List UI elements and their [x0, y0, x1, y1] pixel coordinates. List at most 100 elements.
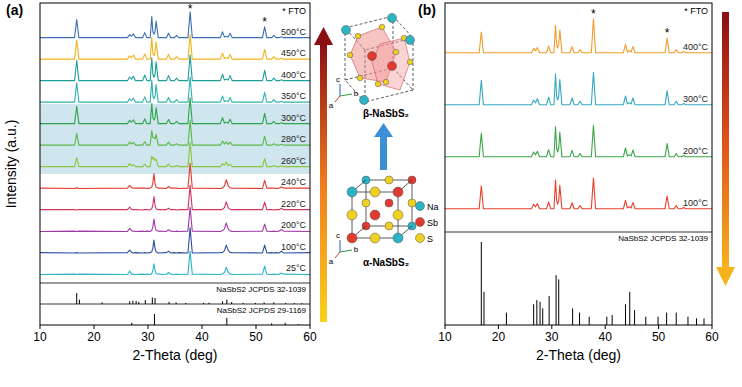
x-tick: [94, 325, 95, 329]
x-tick-label: 60: [705, 330, 719, 344]
trace-label: 400°C: [281, 70, 307, 80]
highlight-band: [40, 104, 310, 174]
panel-label: (b): [418, 2, 436, 18]
trace-label: 280°C: [281, 134, 307, 144]
reference-stick: [606, 317, 607, 325]
annotation-legend: * FTO: [282, 6, 306, 16]
reference-stick: [222, 301, 223, 304]
trace-label: 25°C: [286, 263, 307, 273]
reference-stick: [76, 293, 77, 304]
reference-stick: [676, 313, 677, 325]
reference-stick: [572, 308, 573, 325]
reference-stick: [145, 300, 146, 304]
trace-label: 100°C: [281, 242, 307, 252]
atom: [383, 79, 389, 85]
reference-stick: [154, 314, 155, 325]
atom: [355, 33, 361, 39]
atom: [385, 199, 393, 207]
reference-stick: [629, 292, 630, 325]
trace-label: 350°C: [281, 91, 307, 101]
reference-stick: [542, 308, 543, 325]
xrd-trace: [40, 185, 310, 210]
xrd-trace: [445, 125, 712, 157]
temperature-arrow: [722, 12, 729, 268]
reference-stick: [612, 315, 613, 325]
temperature-arrow-head: [314, 27, 333, 45]
x-tick: [551, 325, 552, 329]
axis-label: a: [329, 257, 334, 266]
atom: [379, 24, 385, 30]
legend-label: Na: [427, 202, 439, 212]
atom: [393, 233, 403, 243]
annotation-marker: *: [188, 2, 193, 16]
x-axis-label: 2-Theta (deg): [133, 347, 218, 363]
cell-edge: [413, 38, 414, 90]
reference-stick: [536, 300, 537, 325]
annotation-marker: *: [591, 7, 596, 21]
atom: [388, 62, 397, 71]
x-tick-label: 30: [545, 330, 559, 344]
reference-stick: [132, 301, 133, 304]
reference-stick: [152, 297, 153, 304]
x-tick: [658, 325, 659, 329]
annotation-legend: * FTO: [684, 6, 708, 16]
reference-stick: [129, 301, 130, 304]
trace-label: 300°C: [281, 113, 307, 123]
reference-label: NaSbS2 JCPDS 29-1169: [217, 306, 307, 315]
reference-stick: [666, 313, 667, 325]
atom: [385, 222, 393, 230]
reference-stick: [226, 318, 227, 325]
figure: 25°C100°C200°C220°C240°C260°C280°C300°C3…: [0, 0, 742, 387]
x-tick-label: 30: [141, 330, 155, 344]
axis-label: a: [329, 101, 334, 110]
x-axis-label: 2-Theta (deg): [536, 347, 621, 363]
reference-separator: [40, 304, 310, 305]
atom: [388, 14, 397, 23]
x-tick-label: 20: [87, 330, 101, 344]
atom: [406, 36, 415, 45]
xrd-trace: [445, 72, 712, 104]
x-tick: [712, 325, 713, 329]
x-tick-label: 10: [33, 330, 47, 344]
x-tick: [498, 325, 499, 329]
x-tick: [445, 325, 446, 329]
axis-c: [340, 84, 341, 96]
trace-label: 200°C: [281, 220, 307, 230]
reference-stick: [696, 318, 697, 325]
atom: [393, 187, 403, 197]
reference-stick: [589, 317, 590, 325]
trace-label: 400°C: [683, 42, 709, 52]
reference-stick: [533, 304, 534, 325]
xrd-trace: [40, 35, 310, 59]
atom: [408, 199, 416, 207]
trace-label: 260°C: [281, 156, 307, 166]
xrd-trace: [445, 19, 712, 53]
page: {"chart_data": [ {"type": "line", "title…: [0, 0, 742, 387]
xrd-trace: [40, 207, 310, 231]
x-tick-label: 40: [599, 330, 613, 344]
reference-stick: [483, 292, 484, 325]
reference-stick: [540, 302, 541, 325]
reference-stick: [703, 318, 704, 325]
reference-separator: [445, 232, 712, 233]
axis-label: c: [336, 75, 340, 84]
reference-label: NaSbS2 JCPDS 32-1039: [216, 285, 306, 294]
cell-edge: [345, 28, 346, 80]
reference-stick: [658, 317, 659, 325]
reference-stick: [645, 317, 646, 325]
axis-c: [340, 240, 341, 252]
reference-stick: [481, 242, 482, 325]
atom: [347, 52, 353, 58]
x-tick-label: 60: [303, 330, 317, 344]
atom: [393, 210, 403, 220]
cell-edge: [365, 90, 413, 102]
x-tick-label: 50: [652, 330, 666, 344]
atom: [393, 49, 399, 55]
legend-swatch: [416, 202, 425, 211]
reference-stick: [226, 300, 227, 304]
legend-swatch: [416, 218, 425, 227]
trace-label: 220°C: [281, 199, 307, 209]
reference-label: NaSbS2 JCPDS 32-1039: [618, 234, 708, 243]
x-tick-label: 50: [249, 330, 263, 344]
reference-stick: [79, 300, 80, 304]
